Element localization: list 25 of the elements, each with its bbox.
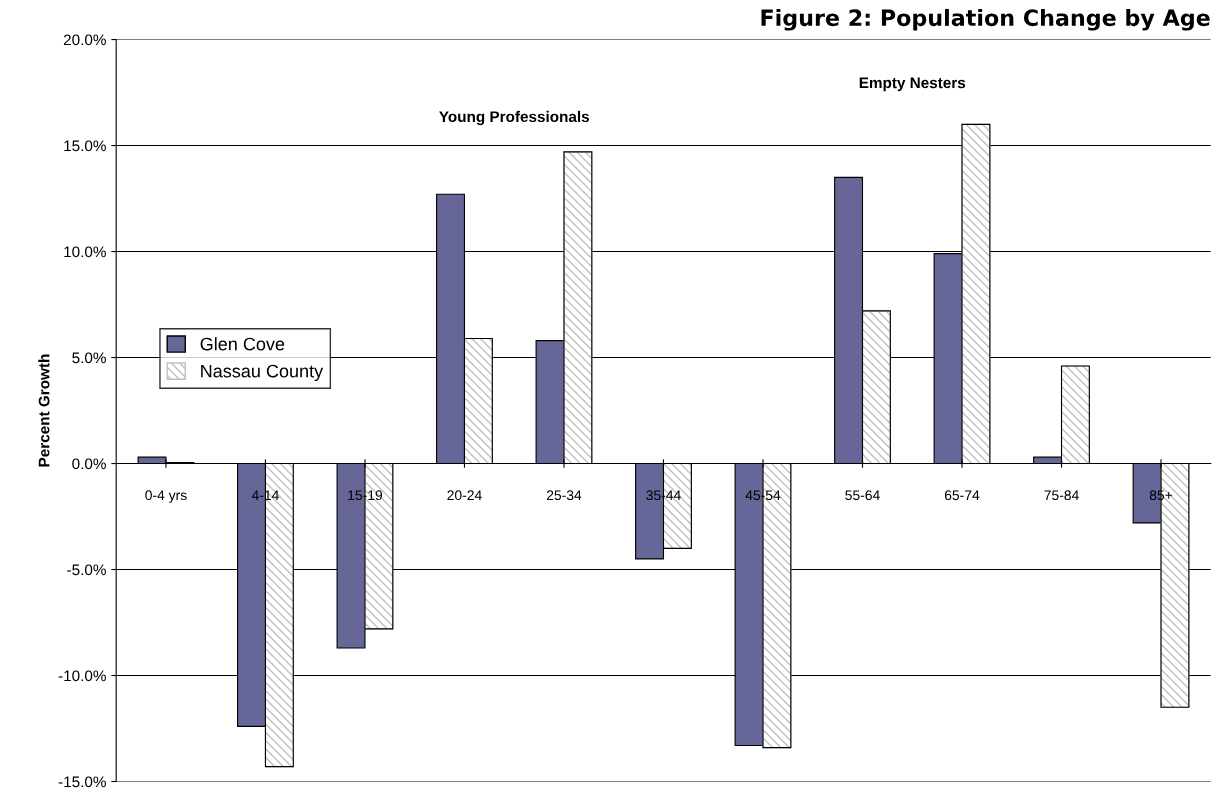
y-tick-label: -5.0% <box>67 564 106 576</box>
legend-label: Nassau County <box>201 364 324 382</box>
y-tick-label: 0.0% <box>72 458 106 470</box>
x-tick-label: 75-84 <box>1044 490 1079 501</box>
chart-title: Figure 2: Population Change by Age <box>761 8 1210 31</box>
legend-label: Glen Cove <box>200 337 285 351</box>
x-tick-label: 0-4 yrs <box>145 490 187 503</box>
x-tick-label: 35-44 <box>646 490 681 501</box>
x-tick-label: 4-14 <box>251 490 279 500</box>
x-tick-label: 20-24 <box>447 490 482 501</box>
x-tick-label: 65-74 <box>944 490 980 501</box>
x-tick-label: 85+ <box>1149 490 1173 501</box>
y-tick-label: 20.0% <box>63 34 106 46</box>
y-axis-title: Percent Growth <box>38 354 50 467</box>
y-tick-label: -15.0% <box>58 776 106 788</box>
y-tick-label: 15.0% <box>64 140 106 152</box>
y-tick-label: -10.0% <box>58 670 106 682</box>
annotation: Empty Nesters <box>859 77 966 92</box>
x-tick-label: 45-54 <box>745 490 781 501</box>
y-tick-label: 10.0% <box>64 246 106 258</box>
x-tick-label: 25-34 <box>546 490 582 501</box>
x-tick-label: 55-64 <box>845 490 880 501</box>
x-tick-label: 15-19 <box>348 490 383 501</box>
annotation: Young Professionals <box>439 110 590 126</box>
y-tick-label: 5.0% <box>72 352 106 364</box>
